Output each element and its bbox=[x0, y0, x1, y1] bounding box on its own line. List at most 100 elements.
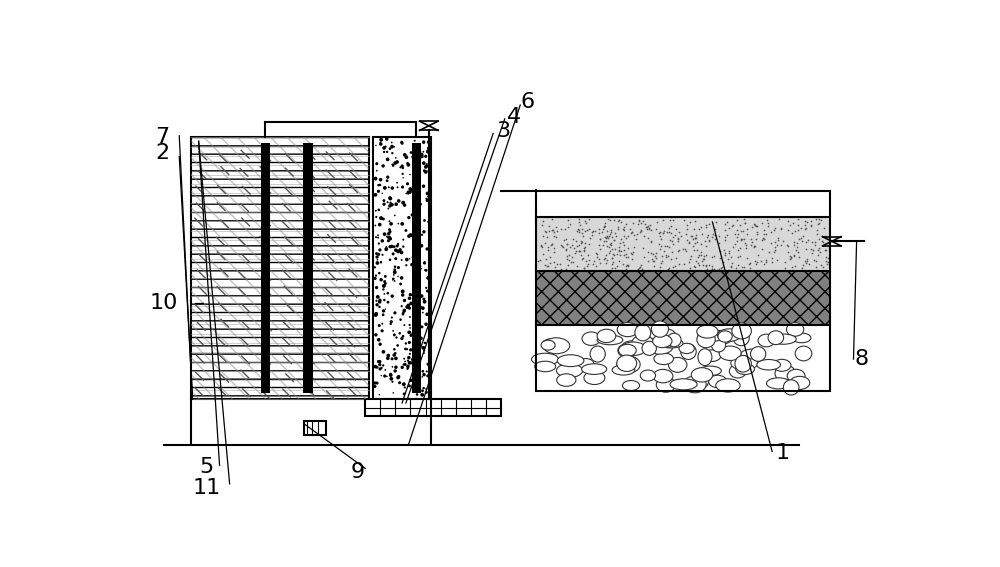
Ellipse shape bbox=[656, 377, 675, 392]
Point bbox=[607, 229, 623, 238]
Point bbox=[401, 294, 417, 303]
Point bbox=[564, 240, 580, 249]
Point bbox=[783, 252, 799, 261]
Point bbox=[670, 236, 686, 246]
Point bbox=[571, 218, 587, 227]
Point bbox=[385, 276, 401, 285]
Point bbox=[394, 273, 410, 282]
Point bbox=[646, 261, 662, 270]
Ellipse shape bbox=[557, 355, 584, 367]
Point bbox=[790, 220, 806, 229]
Point bbox=[741, 260, 757, 269]
Point bbox=[414, 322, 430, 331]
Point bbox=[803, 245, 819, 254]
Point bbox=[780, 247, 796, 256]
Point bbox=[587, 226, 603, 235]
Point bbox=[372, 297, 388, 306]
Point bbox=[592, 235, 608, 244]
Point bbox=[378, 245, 394, 254]
Ellipse shape bbox=[556, 364, 583, 378]
Ellipse shape bbox=[790, 376, 810, 390]
Point bbox=[688, 234, 704, 243]
Point bbox=[580, 260, 596, 269]
Point bbox=[397, 360, 413, 369]
Point bbox=[376, 147, 392, 156]
Point bbox=[753, 256, 769, 265]
Ellipse shape bbox=[557, 374, 576, 386]
Point bbox=[655, 229, 671, 238]
Ellipse shape bbox=[582, 332, 600, 345]
Point bbox=[404, 358, 420, 367]
Point bbox=[657, 242, 673, 251]
Point bbox=[385, 388, 401, 397]
Bar bbox=[261, 143, 270, 393]
Point bbox=[809, 225, 825, 234]
Point bbox=[398, 261, 414, 270]
Point bbox=[620, 231, 636, 240]
Point bbox=[687, 233, 703, 242]
Point bbox=[418, 388, 434, 397]
Ellipse shape bbox=[795, 346, 812, 361]
Point bbox=[749, 227, 765, 236]
Point bbox=[673, 231, 689, 240]
Point bbox=[416, 138, 432, 147]
Point bbox=[665, 263, 681, 272]
Point bbox=[571, 228, 587, 237]
Ellipse shape bbox=[699, 366, 721, 375]
Point bbox=[559, 240, 575, 249]
Point bbox=[393, 248, 409, 257]
Point bbox=[798, 259, 814, 268]
Point bbox=[416, 383, 432, 392]
Point bbox=[695, 255, 711, 264]
Point bbox=[369, 259, 385, 268]
Point bbox=[613, 234, 629, 243]
Point bbox=[611, 246, 627, 255]
Point bbox=[403, 231, 419, 240]
Point bbox=[597, 232, 613, 241]
Point bbox=[534, 220, 550, 229]
Point bbox=[544, 226, 560, 235]
Point bbox=[791, 253, 807, 262]
Point bbox=[596, 222, 612, 231]
Point bbox=[372, 246, 388, 255]
Ellipse shape bbox=[653, 369, 673, 383]
Point bbox=[380, 351, 396, 360]
Point bbox=[697, 236, 713, 246]
Point bbox=[720, 265, 736, 274]
Point bbox=[394, 334, 410, 343]
Point bbox=[640, 234, 656, 243]
Point bbox=[689, 246, 705, 255]
Point bbox=[715, 257, 731, 266]
Point bbox=[378, 243, 394, 252]
Point bbox=[630, 264, 646, 273]
Point bbox=[390, 239, 406, 248]
Point bbox=[735, 227, 751, 236]
Point bbox=[769, 240, 785, 249]
Point bbox=[410, 209, 426, 218]
Point bbox=[383, 317, 399, 326]
Point bbox=[721, 223, 737, 232]
Point bbox=[395, 242, 411, 251]
Point bbox=[815, 262, 831, 271]
Ellipse shape bbox=[719, 346, 741, 361]
Point bbox=[588, 261, 604, 270]
Point bbox=[394, 219, 410, 229]
Point bbox=[375, 250, 391, 259]
Point bbox=[375, 347, 391, 356]
Ellipse shape bbox=[770, 334, 796, 344]
Point bbox=[413, 334, 429, 343]
Point bbox=[734, 234, 750, 243]
Point bbox=[382, 194, 398, 203]
Point bbox=[717, 235, 733, 244]
Point bbox=[544, 240, 560, 249]
Point bbox=[400, 301, 416, 310]
Point bbox=[399, 303, 415, 312]
Point bbox=[758, 230, 774, 239]
Point bbox=[410, 327, 426, 336]
Point bbox=[615, 225, 631, 234]
Point bbox=[405, 352, 421, 361]
Point bbox=[576, 243, 592, 252]
Point bbox=[597, 222, 613, 231]
Point bbox=[409, 273, 425, 282]
Point bbox=[707, 234, 723, 243]
